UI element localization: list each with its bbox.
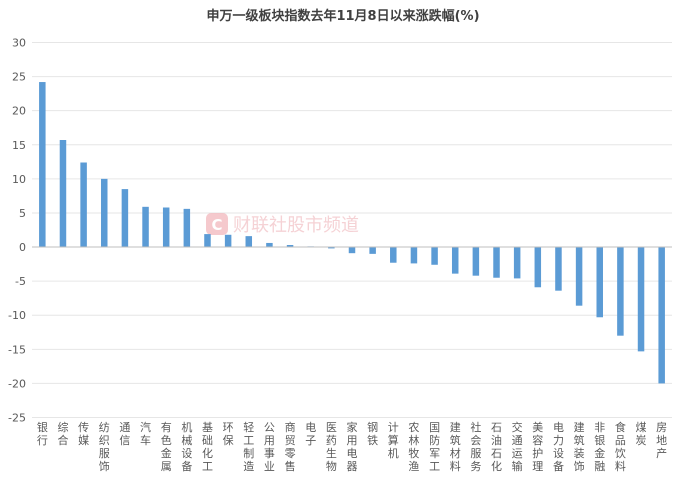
bar-6 [142,206,149,248]
category-label: 传媒 [78,421,89,447]
category-label: 钢铁 [367,421,378,447]
bar-20 [431,247,438,265]
grid-lines [32,42,672,418]
bar-11 [245,236,253,248]
bar-19 [410,247,418,264]
y-tick-label: 20 [12,105,26,118]
watermark-text: 财联社股市频道 [233,215,359,236]
category-label: 基础化工 [202,421,213,473]
bar-23 [493,247,500,278]
y-tick-label: 15 [12,139,26,152]
watermark-logo-icon [206,213,228,235]
bar-12 [266,242,273,248]
bar-5 [121,189,129,248]
y-tick-label: -15 [8,343,26,356]
bar-17 [369,247,376,254]
bar-22 [472,247,480,276]
category-label: 电力设备 [553,421,564,473]
category-label: 有色金属 [161,420,172,473]
category-label: 纺织服饰 [99,420,110,473]
y-tick-label: -10 [8,309,26,322]
y-tick-label: -20 [8,377,26,390]
category-label: 环保 [223,421,234,447]
bar-13 [286,245,294,248]
category-label: 电子 [305,421,316,447]
bar-15 [328,247,335,249]
category-label: 建筑材料 [450,420,461,473]
category-label: 石油石化 [491,421,502,473]
y-tick-label: 30 [12,37,26,50]
y-tick-label: 0 [19,241,26,254]
bar-31 [658,247,665,384]
bar-7 [162,207,170,248]
category-label: 银行 [37,420,48,447]
category-label: 汽车 [140,420,151,447]
category-label: 医药生物 [326,421,337,473]
bar-18 [390,247,397,263]
category-label: 食品饮料 [615,420,626,473]
category-label: 农林牧渔 [408,420,419,473]
bar-9 [204,234,211,248]
category-label: 公用事业 [264,421,275,473]
category-label: 美容护理 [532,421,543,473]
bar-27 [575,247,583,306]
category-label: 社会服务 [470,420,481,473]
bar-16 [348,247,356,254]
bar-8 [183,208,191,248]
bar-25 [534,247,542,288]
bar-30 [637,247,645,352]
y-axis-ticks: 30 25 20 15 10 5 0 -5 -10 -15 -20 -25 [8,37,26,425]
bar-1 [39,82,46,248]
category-label: 机械设备 [181,420,192,473]
y-tick-label: 25 [12,71,26,84]
category-label: 交通运输 [512,420,523,473]
bar-24 [513,247,521,279]
x-axis-categories: 银行综合传媒纺织服饰通信汽车有色金属机械设备基础化工环保轻工制造公用事业商贸零售… [37,420,667,473]
watermark-logo-letter: C [211,216,222,234]
category-label: 非银金融 [594,421,605,473]
category-label: 计算机 [388,421,399,460]
category-label: 煤炭 [636,421,647,447]
bar-21 [451,247,459,274]
category-label: 综合 [57,420,68,447]
bar-4 [101,178,108,248]
watermark: C 财联社股市频道 [206,213,359,236]
chart-title: 申万一级板块指数去年11月8日以来涨跌幅(%) [206,8,479,24]
category-label: 家用电器 [347,420,358,473]
bars [39,82,665,384]
category-label: 国防军工 [429,421,440,473]
y-tick-label: -5 [15,275,26,288]
bar-2 [59,140,67,248]
y-tick-label: 5 [19,207,26,220]
category-label: 商贸零售 [285,420,296,473]
bar-3 [80,162,87,248]
bar-26 [555,247,562,291]
y-tick-label: 10 [12,173,26,186]
category-label: 建筑装饰 [574,420,585,473]
bar-10 [224,234,232,248]
bar-29 [617,247,624,336]
category-label: 轻工制造 [243,420,254,473]
y-tick-label: -25 [8,412,26,425]
category-label: 房地产 [656,421,667,460]
bar-28 [596,247,603,318]
category-label: 通信 [119,421,130,447]
